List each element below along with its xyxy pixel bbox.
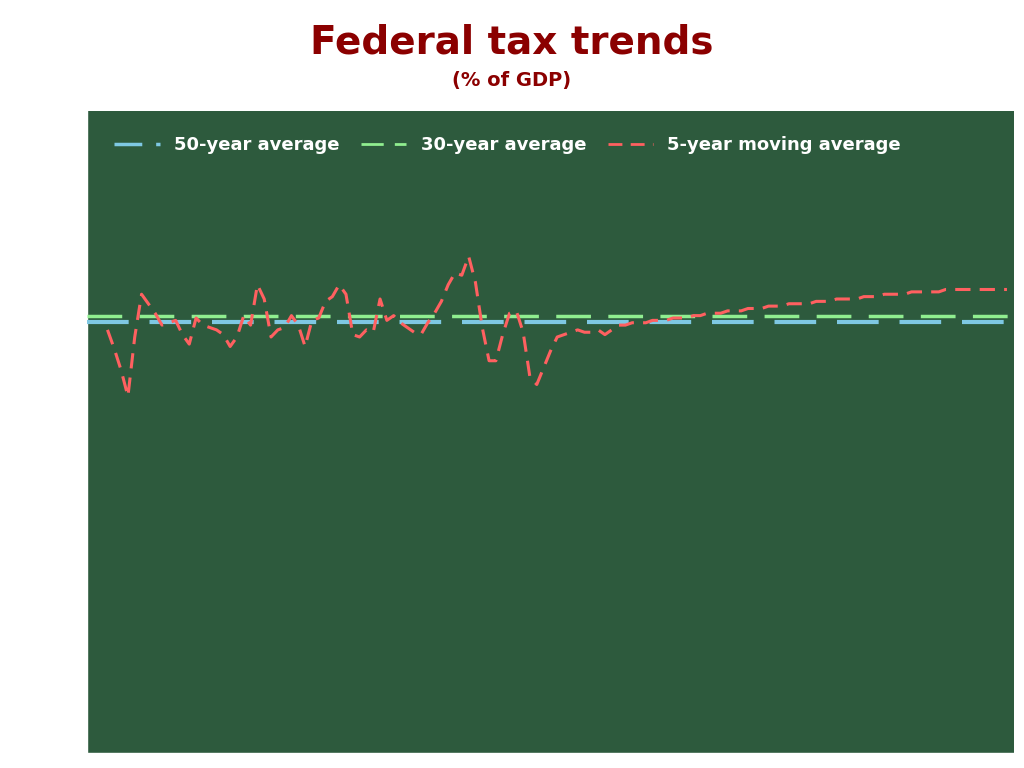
Text: (% of GDP): (% of GDP) — [453, 71, 571, 90]
Text: Federal tax trends: Federal tax trends — [310, 23, 714, 61]
Legend: 50-year average, 30-year average, 5-year moving average: 50-year average, 30-year average, 5-year… — [105, 127, 910, 163]
